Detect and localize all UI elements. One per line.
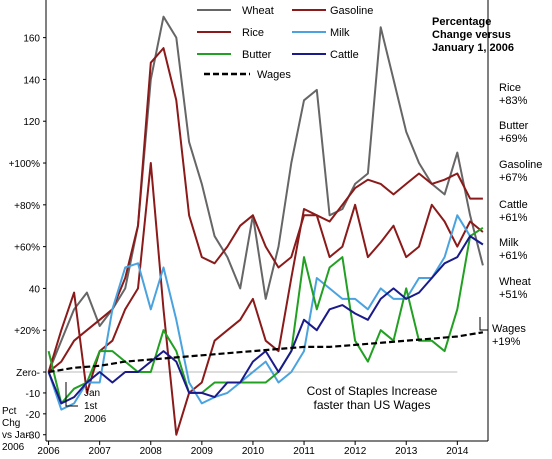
wages-callout-bracket [479, 317, 488, 331]
x-tick-label: 2013 [395, 446, 418, 457]
x-tick-label: 2010 [242, 446, 265, 457]
y-tick-label: +80% [14, 201, 40, 212]
series-line-rice [47, 47, 483, 373]
labels: Percentage Change versus January 1, 2006 Wh… [2, 16, 542, 453]
series-line-wheat [47, 15, 484, 373]
legend-label-wages: Wages [257, 69, 291, 81]
y-tick-label: 140 [23, 75, 40, 86]
end-label-milk: Milk +61% [499, 237, 528, 262]
x-tick-label: 2006 [37, 446, 60, 457]
y-tick-label: +100% [9, 159, 41, 170]
legend-label-rice: Rice [242, 27, 264, 39]
axes: 160 140 120 +100% +80% +60% 40 +20% Zero- -10 -20 -… [9, 0, 489, 457]
legend-label-wheat: Wheat [242, 5, 274, 17]
legend-label-milk: Milk [330, 27, 350, 39]
y-tick-label: 120 [23, 117, 40, 128]
end-label-cattle: Cattle +61% [499, 199, 528, 224]
y-axis-label: Pct Chg vs Jan 2006 [2, 406, 31, 453]
x-tick-label: 2008 [140, 446, 163, 457]
y-tick-label: -30 [26, 431, 41, 442]
end-label-rice: Rice +83% [499, 82, 528, 107]
end-label-butter: Butter +69% [499, 120, 529, 145]
y-tick-label: 40 [29, 284, 41, 295]
start-callout-bracket [65, 382, 78, 407]
y-tick-label: +60% [14, 243, 40, 254]
y-tick-label: +20% [14, 326, 40, 337]
x-tick-label: 2014 [446, 446, 469, 457]
x-tick-label: 2012 [344, 446, 367, 457]
x-tick-label: 2007 [89, 446, 112, 457]
chart-title: Percentage Change versus January 1, 2006 [432, 16, 514, 54]
y-tick-label: 160 [23, 34, 40, 45]
legend-label-gasoline: Gasoline [330, 5, 373, 17]
series-line-butter [47, 226, 484, 405]
legend-label-cattle: Cattle [330, 49, 359, 61]
y-tick-label: -10 [26, 389, 41, 400]
series-line-wages [48, 331, 484, 374]
end-label-gasoline: Gasoline +67% [499, 159, 542, 184]
series-layer [47, 15, 484, 436]
end-label-wheat: Wheat +51% [499, 276, 531, 301]
x-tick-label: 2009 [191, 446, 214, 457]
legend: Wheat Rice Gasoline Milk Butter Cattle Wages [197, 5, 373, 81]
x-tick-label: 2011 [293, 446, 315, 457]
y-tick-label: Zero- [16, 368, 40, 379]
chart-subtitle: Cost of Staples Increase faster than US W… [307, 384, 438, 412]
series-line-milk [47, 214, 484, 411]
y-tick-label: -20 [26, 410, 41, 421]
start-annotation: Jan 1st 2006 [84, 388, 107, 425]
series-line-cattle [47, 235, 484, 405]
legend-label-butter: Butter [242, 49, 272, 61]
end-label-wages: Wages +19% [492, 323, 526, 348]
series-line-gasoline [47, 162, 484, 436]
